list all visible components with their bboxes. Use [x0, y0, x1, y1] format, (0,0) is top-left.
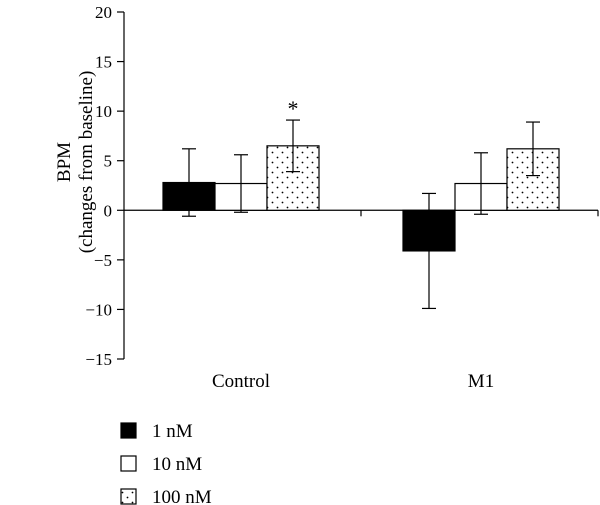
category-labels: Control M1 — [212, 371, 494, 392]
error-bars — [182, 119, 540, 310]
y-axis-label-line-1: BPM — [54, 142, 75, 182]
annotations: * — [288, 96, 299, 121]
y-tick-label: 0 — [104, 201, 113, 220]
y-tick-label: −10 — [85, 300, 112, 319]
y-tick-label: 5 — [104, 152, 113, 171]
legend-entry: 10 nM — [152, 454, 202, 475]
category-label: M1 — [468, 371, 494, 392]
y-axis-label-line-2: (changes from baseline) — [76, 71, 97, 254]
bars — [162, 145, 560, 252]
legend-swatch — [120, 488, 137, 505]
legend-swatch — [120, 455, 137, 472]
category-label: Control — [212, 371, 270, 392]
y-tick-label: −15 — [85, 350, 112, 369]
y-tick-label: 15 — [95, 53, 112, 72]
legend-swatch — [120, 422, 137, 439]
legend: 1 nM 10 nM 100 nM — [120, 421, 212, 505]
y-axis-title: BPM (changes from baseline) — [54, 71, 97, 254]
y-tick-label: −5 — [94, 251, 112, 270]
significance-marker: * — [288, 96, 299, 121]
y-ticks: 20 15 10 5 0 −5 −10 −15 — [85, 3, 124, 369]
legend-entry: 1 nM — [152, 421, 193, 442]
y-tick-label: 20 — [95, 3, 112, 22]
legend-entry: 100 nM — [152, 487, 212, 505]
y-tick-label: 10 — [95, 102, 112, 121]
